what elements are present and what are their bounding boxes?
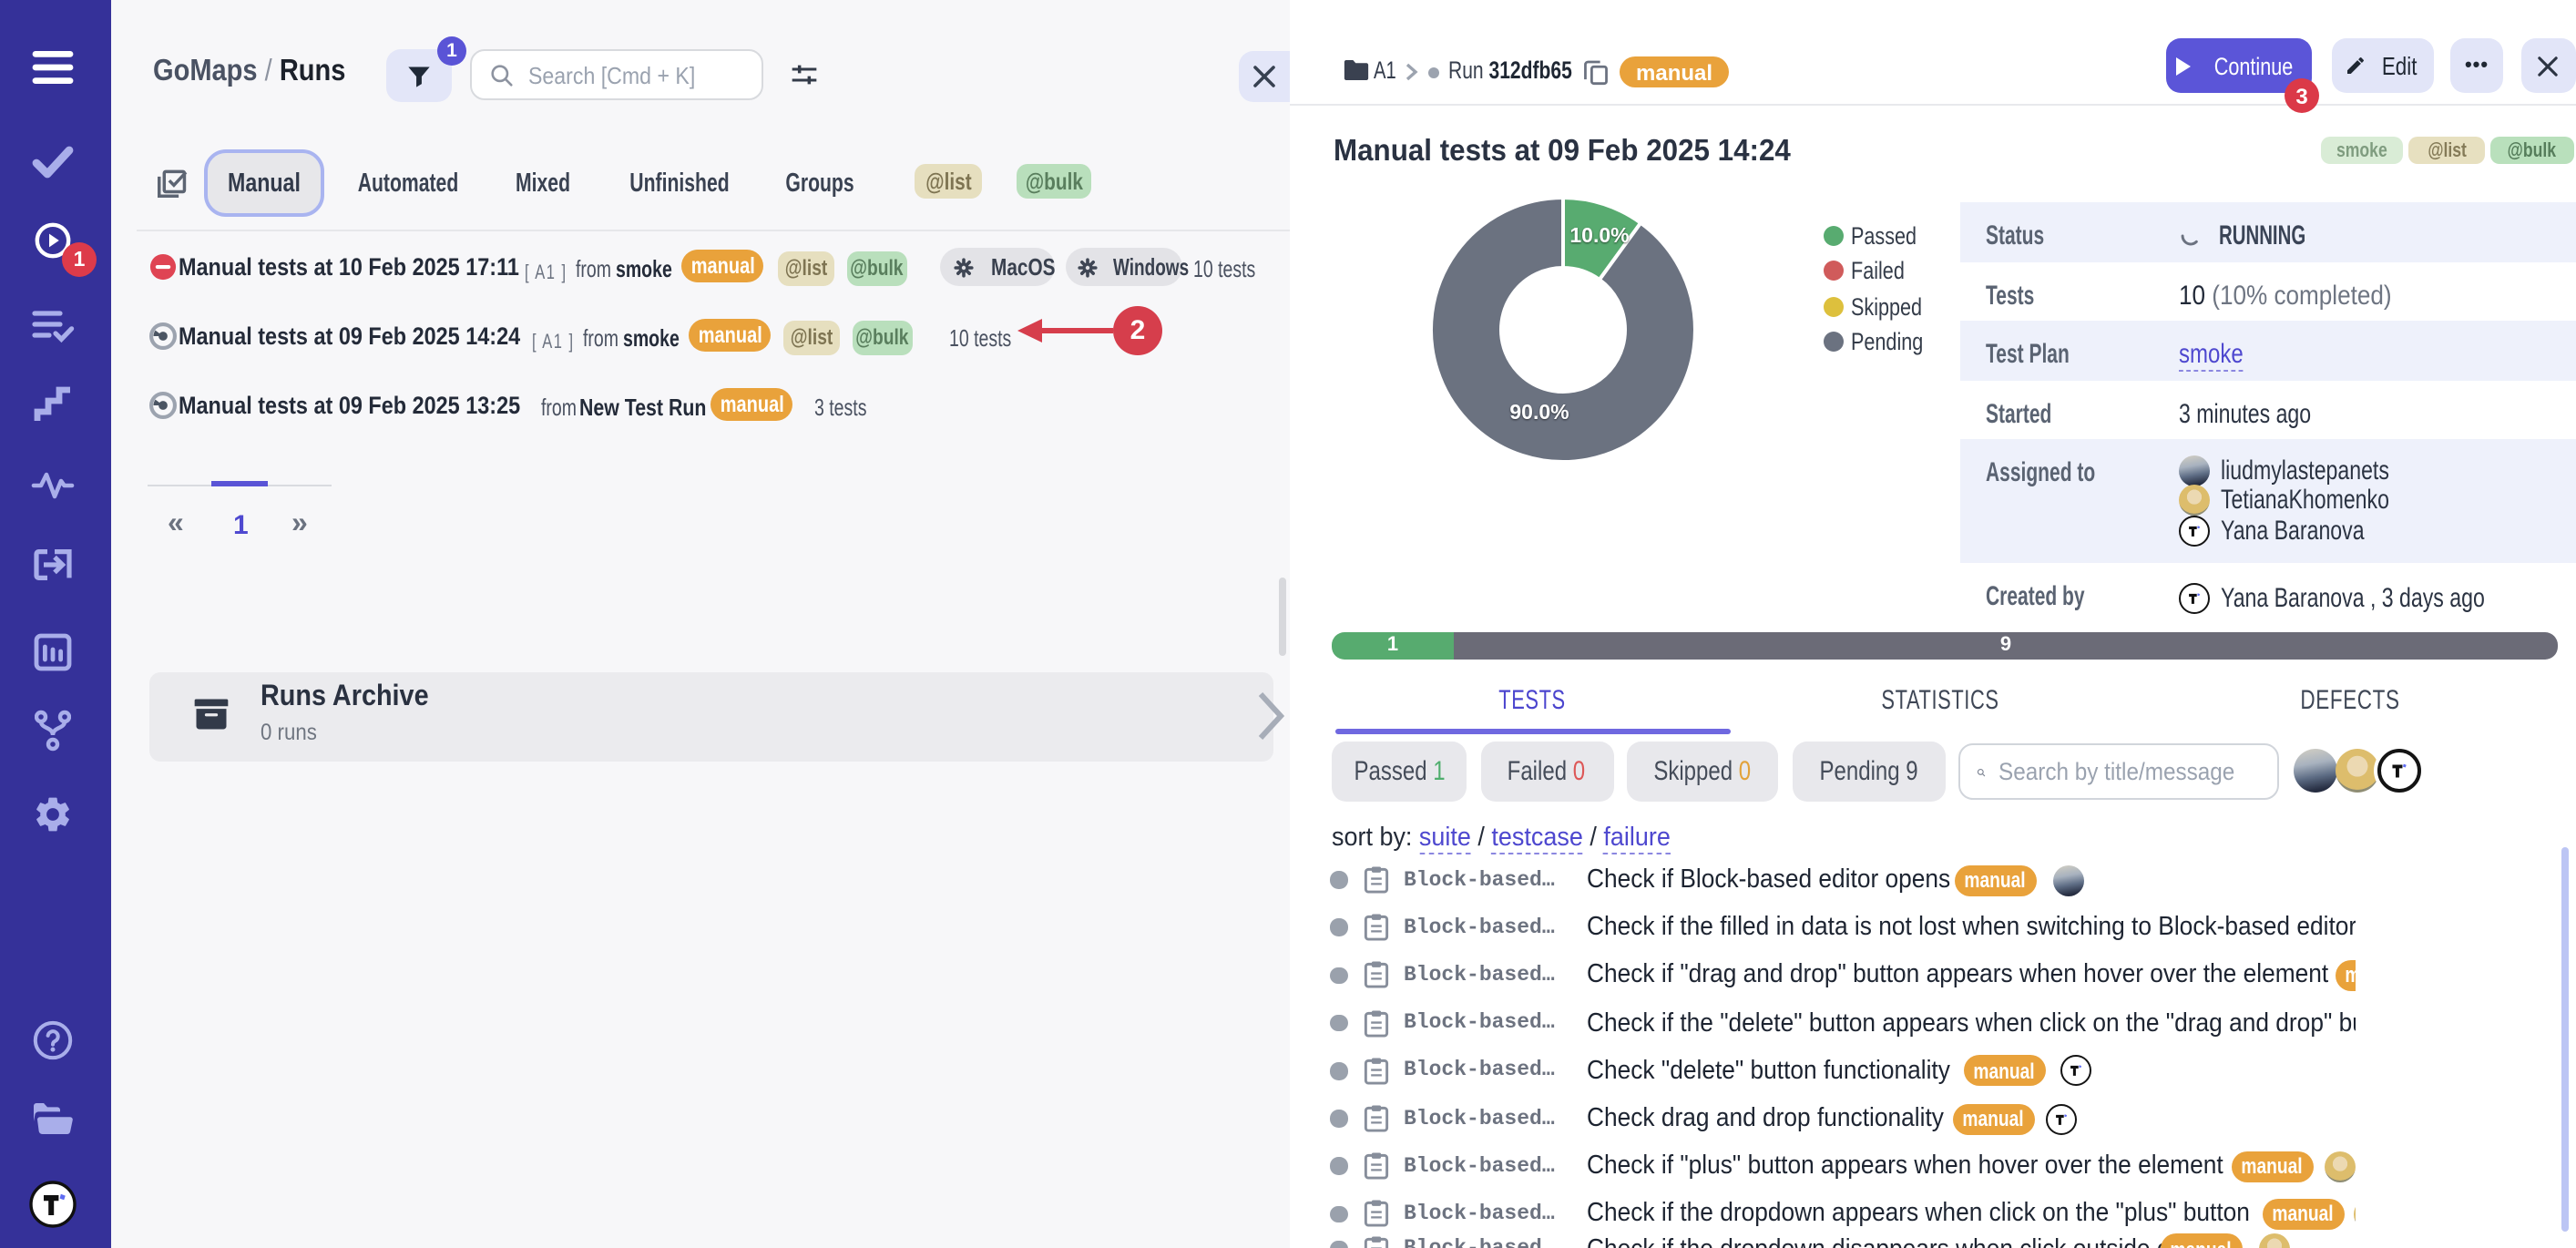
svg-text:10.0%: 10.0% [1569, 222, 1629, 246]
svg-text:90.0%: 90.0% [1509, 399, 1569, 423]
